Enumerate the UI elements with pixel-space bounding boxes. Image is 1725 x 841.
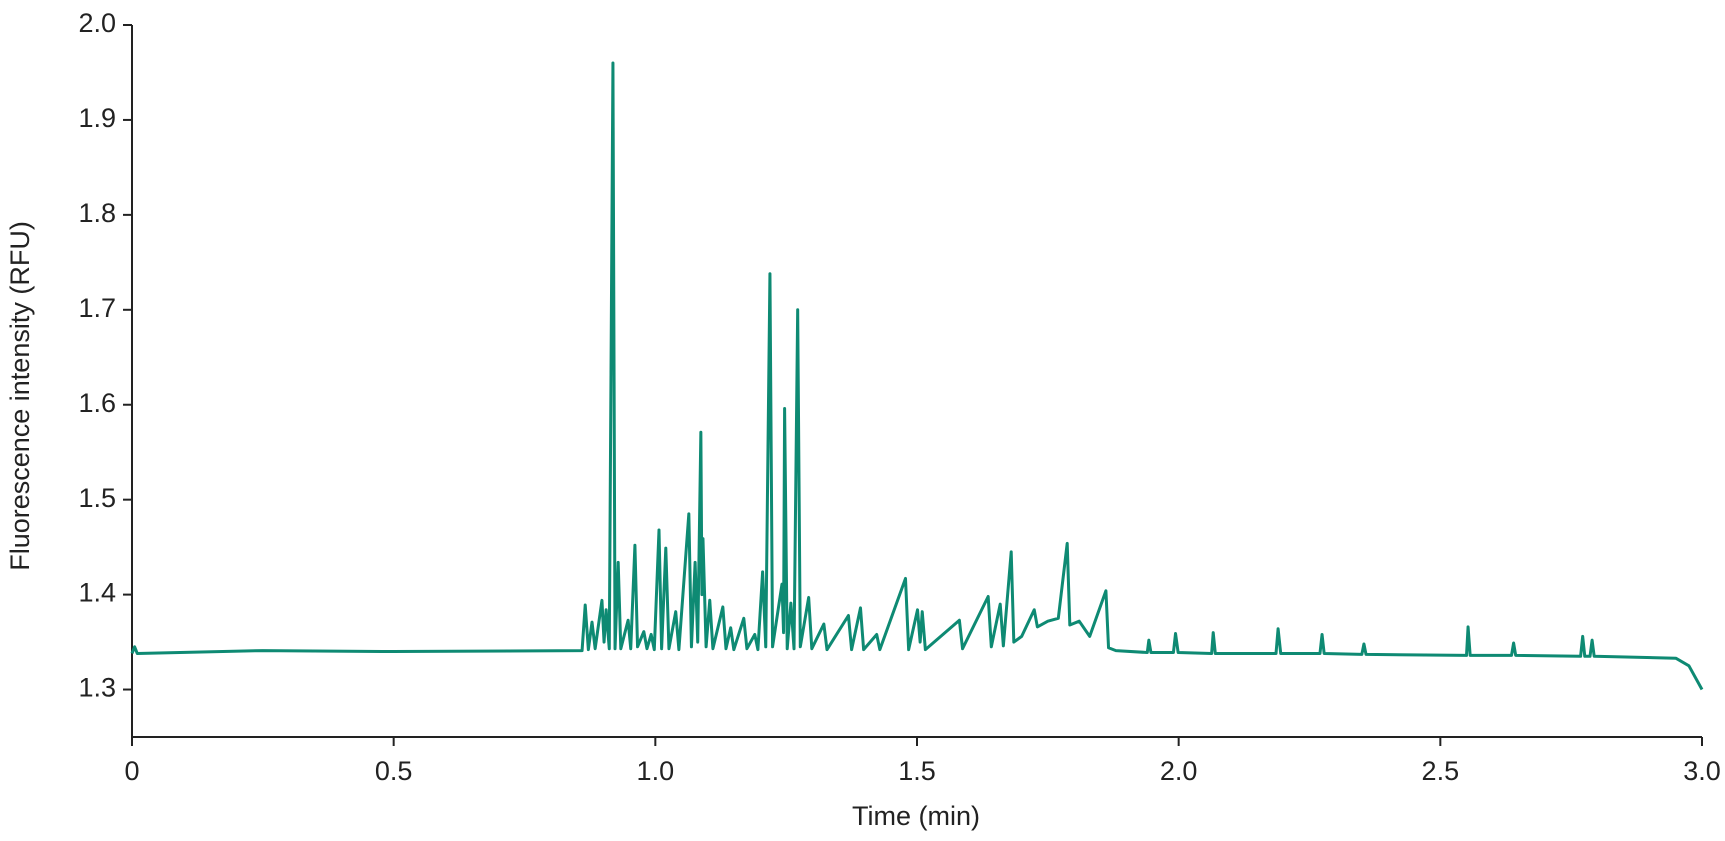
y-tick-label: 2.0 [78, 8, 116, 38]
x-tick-label: 2.5 [1422, 756, 1460, 786]
x-axis-label: Time (min) [852, 801, 980, 831]
y-tick-label: 1.7 [78, 293, 116, 323]
x-tick-label: 1.5 [898, 756, 936, 786]
x-tick-label: 3.0 [1683, 756, 1721, 786]
y-tick-label: 1.6 [78, 388, 116, 418]
y-tick-label: 1.8 [78, 198, 116, 228]
y-tick-label: 1.9 [78, 103, 116, 133]
y-axis-label: Fluorescence intensity (RFU) [5, 221, 35, 571]
y-tick-label: 1.4 [78, 578, 116, 608]
x-tick-label: 2.0 [1160, 756, 1198, 786]
y-tick-label: 1.3 [78, 673, 116, 703]
x-tick-label: 0.5 [375, 756, 413, 786]
y-tick-label: 1.5 [78, 483, 116, 513]
x-tick-label: 1.0 [637, 756, 675, 786]
trace [130, 61, 1704, 691]
x-tick-label: 0 [124, 756, 139, 786]
